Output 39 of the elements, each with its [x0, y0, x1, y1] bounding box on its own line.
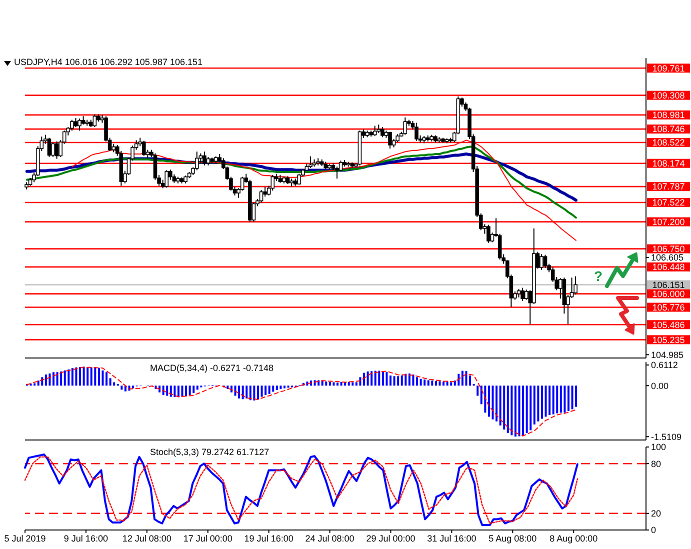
ref-line-label: 108.981: [652, 110, 685, 120]
chart-title: Stoch(5,3,3) 79.2742 61.7127: [150, 447, 270, 458]
x-tick-label: 8 Aug 00:00: [550, 533, 598, 544]
ref-line-label: 109.761: [652, 63, 685, 74]
chart-title: USDJPY,H4 106.016 106.292 105.987 106.151: [14, 57, 202, 68]
ref-line-label: 106.151: [652, 280, 685, 290]
x-tick-label: 5 Aug 08:00: [488, 533, 537, 544]
x-tick-label: 9 Jul 16:00: [64, 533, 108, 544]
x-tick-label: 31 Jul 16:00: [427, 533, 476, 544]
x-tick-label: 24 Jul 08:00: [305, 533, 354, 544]
x-tick-label: 17 Jul 00:00: [183, 533, 232, 544]
ref-line-label: 107.200: [652, 216, 685, 227]
ref-line-label: 109.308: [652, 90, 685, 100]
x-tick-label: 29 Jul 00:00: [366, 533, 416, 544]
y-tick-label: 0.00: [651, 380, 669, 391]
ref-line-label: 105.776: [652, 302, 685, 312]
ref-line-label: 105.486: [652, 320, 685, 330]
chart-title: MACD(5,34,4) -0.6271 -0.7148: [150, 363, 274, 374]
y-tick-label: 20: [651, 508, 662, 519]
y-tick-label: 0.6112: [651, 360, 678, 370]
y-tick-label: 0: [651, 525, 656, 536]
x-tick-label: 5 Jul 2019: [4, 533, 46, 544]
y-tick-label: 100: [651, 442, 666, 452]
ref-line-label: 106.750: [652, 244, 685, 254]
ref-line-label: 106.448: [652, 262, 685, 272]
y-tick-label: 106.605: [651, 252, 684, 263]
x-tick-label: 19 Jul 16:00: [244, 533, 294, 544]
ref-line-label: 108.746: [652, 124, 685, 134]
ref-line-label: 106.000: [652, 288, 685, 299]
ref-line-label: 105.235: [652, 334, 685, 345]
ref-line-label: 107.787: [652, 182, 685, 192]
annotation: ?: [594, 268, 603, 284]
y-tick-label: 104.985: [651, 350, 684, 360]
y-tick-label: -1.5109: [651, 432, 682, 442]
ref-line-label: 108.522: [652, 138, 685, 148]
x-tick-label: 12 Jul 08:00: [122, 533, 172, 544]
y-tick-label: 80: [651, 458, 662, 469]
ref-line-label: 108.174: [652, 158, 685, 169]
ref-line-label: 107.522: [652, 198, 685, 208]
